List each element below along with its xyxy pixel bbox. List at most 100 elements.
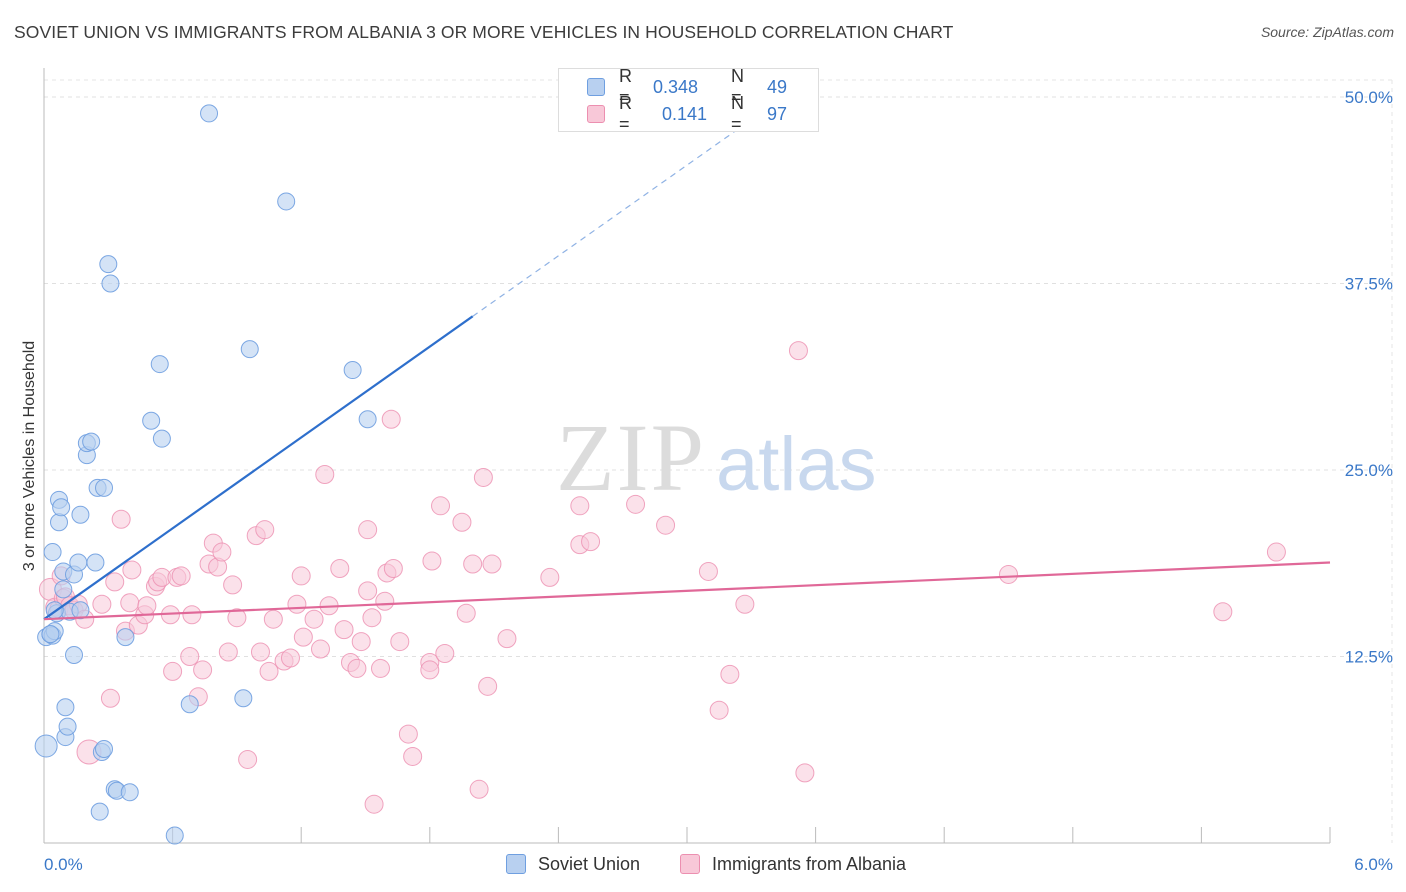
bottom-legend-soviet: Soviet Union <box>506 852 640 876</box>
albania-point <box>362 608 382 628</box>
albania-point <box>358 581 378 601</box>
albania-point <box>287 594 307 614</box>
albania-point <box>795 763 815 783</box>
albania-point <box>291 566 311 586</box>
albania-point <box>227 608 247 628</box>
soviet-point <box>58 717 77 736</box>
albania-point <box>570 496 590 516</box>
soviet-point <box>165 826 184 845</box>
albania-point <box>238 749 258 769</box>
soviet-point <box>43 543 62 562</box>
albania-point <box>347 658 367 678</box>
soviet-point <box>120 783 139 802</box>
legend-n-value: 49 <box>767 76 788 97</box>
albania-point <box>137 596 157 616</box>
albania-point <box>315 464 335 484</box>
soviet-point <box>152 429 171 448</box>
soviet-point <box>41 625 60 644</box>
albania-point <box>193 660 213 680</box>
albania-point <box>310 639 330 659</box>
chart-title: SOVIET UNION VS IMMIGRANTS FROM ALBANIA … <box>14 22 954 42</box>
watermark-atlas: atlas <box>716 422 877 507</box>
albania-point <box>218 642 238 662</box>
bottom-legend-label-albania: Immigrants from Albania <box>712 853 907 874</box>
bottom-swatch-soviet <box>506 854 526 874</box>
soviet-point <box>101 274 120 293</box>
albania-point <box>330 558 350 578</box>
albania-point <box>390 632 410 652</box>
soviet-point <box>71 505 90 524</box>
albania-point <box>381 409 401 429</box>
albania-point <box>122 560 142 580</box>
albania-point <box>163 661 183 681</box>
albania-point <box>358 520 378 540</box>
series-soviet-points <box>34 104 377 845</box>
soviet-point <box>52 498 71 517</box>
albania-point <box>263 609 283 629</box>
correlation-legend: R = 0.348 N = 49 R = 0.141 N = 97 <box>558 66 819 134</box>
soviet-point <box>150 355 169 374</box>
albania-point <box>1213 602 1233 622</box>
albania-point <box>720 664 740 684</box>
soviet-point <box>69 553 88 572</box>
albania-point <box>182 605 202 625</box>
albania-point <box>371 658 391 678</box>
soviet-point <box>50 513 69 532</box>
albania-point <box>420 660 440 680</box>
y-tick-label: 37.5% <box>1345 275 1393 294</box>
x-tick-label-min: 0.0% <box>44 855 83 874</box>
albania-point <box>255 520 275 540</box>
albania-point <box>304 609 324 629</box>
albania-point <box>1266 542 1286 562</box>
soviet-point <box>90 802 109 821</box>
grid-lines <box>44 79 1393 843</box>
albania-point <box>171 566 191 586</box>
albania-point <box>259 661 279 681</box>
albania-point <box>111 509 131 529</box>
legend-swatch-soviet <box>587 78 605 96</box>
legend-r-label: R = <box>619 66 632 107</box>
soviet-point <box>82 432 101 451</box>
bottom-legend-label-soviet: Soviet Union <box>538 853 641 874</box>
albania-point <box>482 554 502 574</box>
legend-r-label: R = <box>619 93 632 134</box>
soviet-point <box>200 104 219 123</box>
bottom-legend-albania: Immigrants from Albania <box>680 852 906 876</box>
albania-trend-line <box>43 561 1331 621</box>
legend-n-label: N = <box>731 66 744 107</box>
albania-point <box>788 341 808 361</box>
soviet-point <box>54 580 73 599</box>
trend-lines <box>43 89 1331 621</box>
soviet-point <box>277 192 296 211</box>
soviet-point <box>56 698 75 717</box>
albania-point <box>223 575 243 595</box>
albania-point <box>581 532 601 552</box>
soviet-point <box>116 628 135 647</box>
watermark-zip: ZIP <box>556 404 706 511</box>
albania-point <box>735 594 755 614</box>
albania-point <box>403 746 423 766</box>
bottom-swatch-albania <box>680 854 700 874</box>
albania-point <box>280 648 300 668</box>
albania-point <box>626 494 646 514</box>
albania-point <box>250 642 270 662</box>
albania-point <box>105 572 125 592</box>
albania-point <box>398 724 418 744</box>
soviet-point <box>343 361 362 380</box>
albania-point <box>497 629 517 649</box>
x-tick-label-max: 6.0% <box>1354 855 1393 874</box>
legend-row-albania: R = 0.141 N = 97 <box>587 93 787 134</box>
soviet-point <box>34 734 58 758</box>
albania-point <box>100 688 120 708</box>
series-albania-points <box>38 341 1286 814</box>
legend-r-value: 0.141 <box>662 103 708 124</box>
legend-n-value: 97 <box>767 103 788 124</box>
legend-n-label: N = <box>731 93 744 134</box>
albania-point <box>999 564 1018 584</box>
soviet-trend-line <box>43 315 474 621</box>
y-tick-label: 50.0% <box>1345 88 1393 107</box>
soviet-point <box>65 646 84 665</box>
albania-point <box>293 627 313 647</box>
albania-point <box>656 515 676 535</box>
source-label: Source: ZipAtlas.com <box>1260 24 1394 40</box>
